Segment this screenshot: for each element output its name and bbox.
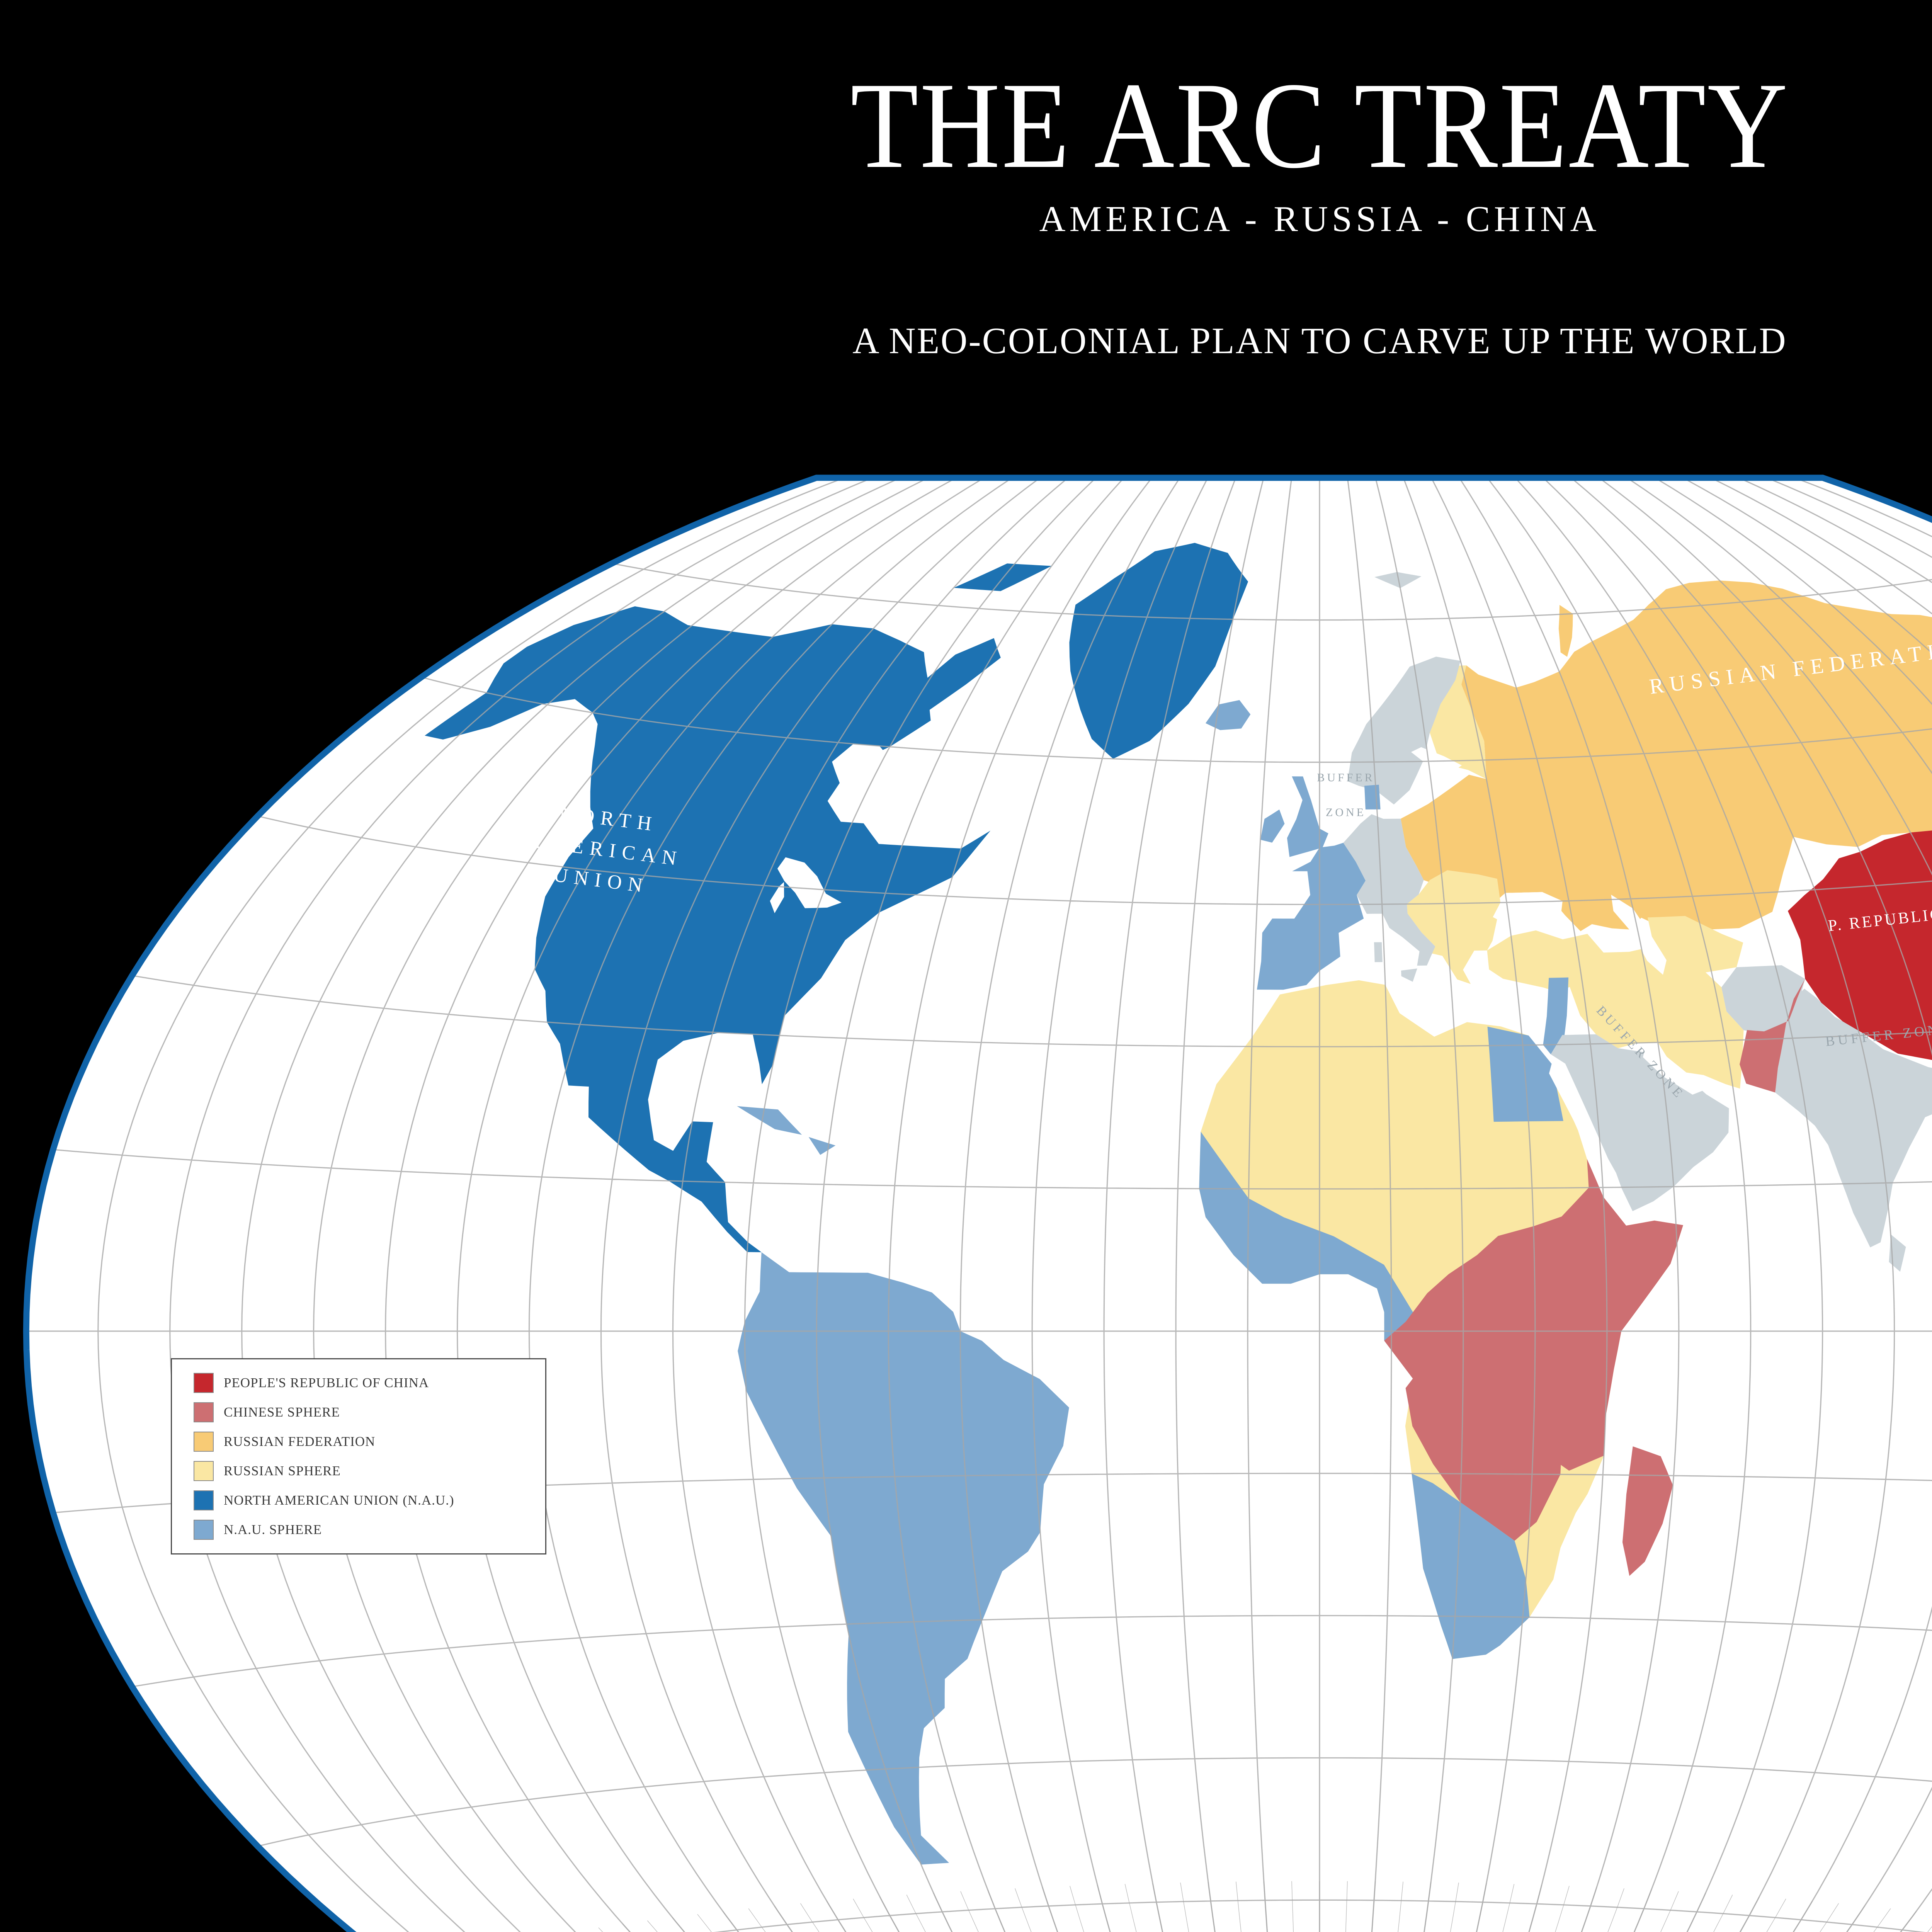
region-east-central-africa [1384, 1159, 1683, 1541]
region-ellesmere-island [954, 563, 1052, 591]
map-border [23, 474, 1932, 1932]
region-central-europe [1343, 814, 1435, 966]
map-inner [26, 478, 1932, 1932]
region-anatolia-iraq-iran [1487, 930, 1744, 1089]
region-novaya-zemlya [1558, 605, 1573, 657]
region-china-mongolia [1787, 793, 1932, 1121]
legend-item-nau: NORTH AMERICAN UNION (N.A.U.) [194, 1486, 545, 1515]
map-label-buffer-zone-europe: BUFFER ZONE [1317, 771, 1375, 819]
page-subtitle: AMERICA - RUSSIA - CHINA [1039, 199, 1600, 239]
region-victoria-island [784, 634, 842, 670]
region-pakistan [1740, 979, 1805, 1093]
nau-swatch-icon [194, 1490, 214, 1510]
region-baffin-island [913, 638, 1001, 719]
region-hispaniola [808, 1137, 836, 1155]
sea-7 [1643, 1048, 1706, 1095]
region-greenland [1069, 543, 1248, 759]
russian-federation-swatch-icon [194, 1432, 214, 1452]
nau-sphere-swatch-icon [194, 1520, 214, 1540]
chinese-sphere-swatch-icon [194, 1402, 214, 1422]
region-svalbard [1374, 572, 1422, 588]
page-title: THE ARC TREATY [850, 57, 1789, 194]
region-levant [1543, 977, 1569, 1054]
region-central-asia-pocket [1647, 916, 1743, 974]
sea-0 [832, 744, 893, 809]
region-great-britain [1287, 776, 1328, 857]
legend-item-russian-federation: RUSSIAN FEDERATION [194, 1427, 545, 1456]
sea-2 [770, 882, 784, 913]
graticule [26, 478, 1932, 1932]
region-afghanistan [1721, 965, 1805, 1034]
region-russian-federation-core [1401, 580, 1932, 931]
region-iceland [1206, 700, 1251, 730]
legend-item-nau-sphere: N.A.U. SPHERE [194, 1515, 545, 1544]
prc-swatch-icon [194, 1373, 214, 1393]
region-madagascar [1622, 1446, 1673, 1576]
sea-4 [1493, 892, 1563, 926]
region-sri-lanka [1889, 1234, 1906, 1272]
legend-item-prc: PEOPLE'S REPUBLIC OF CHINA [194, 1368, 545, 1398]
legend-item-chinese-sphere: CHINESE SPHERE [194, 1398, 545, 1427]
region-southern-africa [1412, 1473, 1530, 1659]
region-scandinavia [1347, 656, 1461, 804]
region-cuba [737, 1106, 802, 1135]
region-india [1775, 988, 1932, 1248]
region-mozambique-strip [1526, 1465, 1588, 1580]
header: THE ARC TREATY AMERICA - RUSSIA - CHINA … [0, 0, 1932, 362]
sea-6 [1549, 1064, 1625, 1197]
map-legend: PEOPLE'S REPUBLIC OF CHINA CHINESE SPHER… [171, 1358, 546, 1554]
russian-sphere-swatch-icon [194, 1461, 214, 1481]
page-tagline: A NEO-COLONIAL PLAN TO CARVE UP THE WORL… [852, 320, 1787, 361]
region-balkans-greece [1407, 870, 1501, 984]
region-france-iberia-benelux [1257, 843, 1366, 990]
legend-item-russian-sphere: RUSSIAN SPHERE [194, 1456, 545, 1486]
region-ireland [1260, 810, 1285, 843]
sea-1 [777, 857, 842, 908]
region-west-africa [1199, 1131, 1413, 1379]
region-sardinia [1374, 942, 1383, 962]
region-sicily [1401, 968, 1417, 982]
